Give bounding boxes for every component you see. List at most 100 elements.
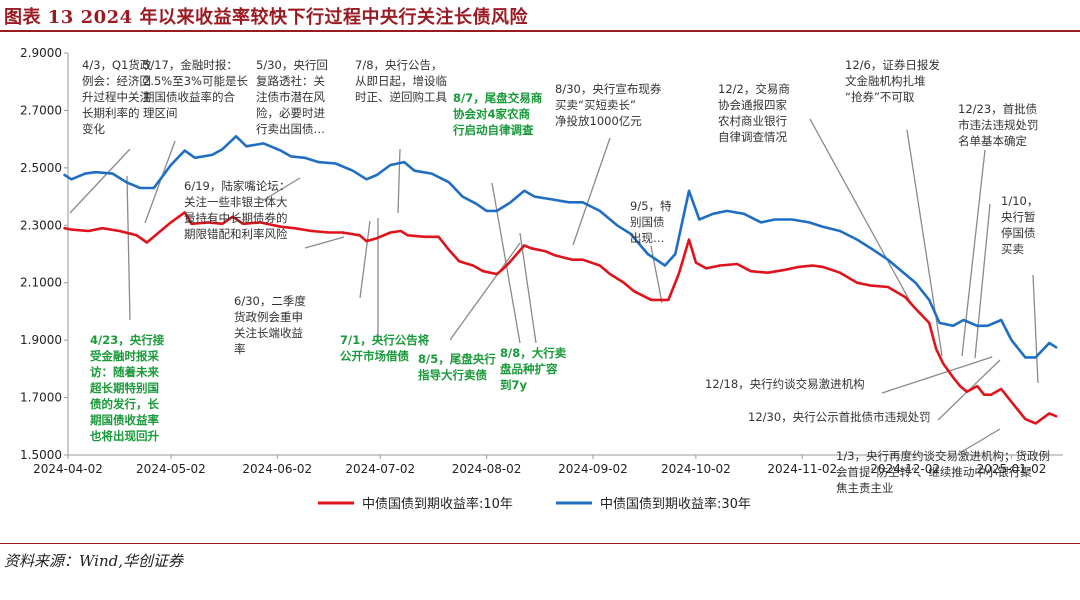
annotation-line: 12/2，交易商 <box>718 82 790 96</box>
source-note: 资料来源：Wind,华创证券 <box>4 552 183 570</box>
annotation-leader-line <box>144 140 176 224</box>
annotation-line: 央行暂 <box>1001 210 1036 224</box>
annotation-line: 净投放1000亿元 <box>555 114 642 128</box>
annotation-leader-line <box>881 356 993 394</box>
annotation-leader-line <box>974 203 991 359</box>
annotation-leader-line <box>126 175 131 321</box>
x-tick-label: 2024-07-02 <box>345 462 415 476</box>
series-line-30y <box>63 135 1058 359</box>
annotation-a5: 8/7，尾盘交易商协会对4家农商行启动自律调查 <box>452 91 543 137</box>
annotation-line: 行启动自律调查 <box>452 123 534 137</box>
annotation-leader-line <box>261 177 301 202</box>
annotation-line: 4/23，央行接 <box>90 333 165 347</box>
legend-label-10y: 中债国债到期收益率:10年 <box>362 496 513 512</box>
annotation-line: 协会通报四家 <box>718 98 787 112</box>
y-tick-label: 1.9000 <box>20 333 62 347</box>
annotation-line: 8/30，央行宣布现券 <box>555 82 662 96</box>
y-tick-label: 2.1000 <box>20 276 62 290</box>
annotation-line: 理区间 <box>143 106 178 120</box>
annotation-leader-line <box>906 129 943 357</box>
annotation-leader-line <box>69 148 131 214</box>
series-layer <box>63 135 1058 425</box>
annotation-line: 期国债收益率 <box>90 413 159 427</box>
x-tick-label: 2024-10-02 <box>661 462 731 476</box>
annotation-a9: 12/23，首批债市违法违规处罚名单基本确定 <box>958 102 1039 148</box>
annotation-line: 债的发行，长 <box>90 397 159 411</box>
x-tick-label: 2024-05-02 <box>136 462 206 476</box>
annotation-line: 8/7，尾盘交易商 <box>453 91 543 105</box>
annotation-leader-line <box>359 220 371 299</box>
x-tick-label: 2024-09-02 <box>558 462 628 476</box>
annotation-line: 6/19，陆家嘴论坛： <box>184 179 290 193</box>
annotation-line: 文金融机构扎堆 <box>845 74 926 88</box>
annotation-line: 1/3，央行再度约谈交易激进机构；货政例 <box>836 449 1050 463</box>
annotation-line: 2.5%至3%可能是长 <box>143 74 248 88</box>
annotation-line: 公开市场借债 <box>340 349 409 363</box>
annotation-line: 买卖“买短卖长” <box>555 98 636 112</box>
annotation-line: 变化 <box>82 122 105 136</box>
y-tick-label: 2.5000 <box>20 161 62 175</box>
annotation-line: 5/17，金融时报： <box>143 58 238 72</box>
annotation-line: 停国债 <box>1001 226 1036 240</box>
annotation-a19: 12/30，央行公示首批债市违规处罚 <box>748 410 931 424</box>
annotation-leader-line <box>957 428 1001 455</box>
annotation-leader-line <box>572 137 611 246</box>
annotation-line: 7/8，央行公告， <box>355 58 443 72</box>
annotation-line: 12/30，央行公示首批债市违规处罚 <box>748 410 931 424</box>
annotation-a16: 8/5，尾盘央行指导大行卖债 <box>418 352 496 382</box>
annotation-line: 复路透社：关 <box>256 74 325 88</box>
annotation-line: 盘品种扩容 <box>500 362 558 376</box>
annotation-a14: 6/30，二季度货政例会重申关注长端收益率 <box>234 294 306 356</box>
x-tick-label: 2024-11-02 <box>767 462 837 476</box>
annotation-leader-line <box>304 236 345 249</box>
annotation-line: 会首提“防空转”、继续推动中小银行聚 <box>836 465 1032 479</box>
footer-divider <box>0 543 1080 544</box>
annotation-line: 升过程中关注 <box>82 90 151 104</box>
y-tick-label: 1.7000 <box>20 391 62 405</box>
annotation-a3: 5/30，央行回复路透社：关注债市潜在风险，必要时进行卖出国债… <box>256 58 328 136</box>
annotation-line: 8/8，大行卖 <box>500 346 567 360</box>
annotation-line: 自律调查情况 <box>718 130 787 144</box>
annotation-line: 指导大行卖债 <box>418 368 487 382</box>
annotation-line: 关注一些非银主体大 <box>184 195 288 209</box>
annotation-line: 例会：经济回 <box>82 74 151 88</box>
annotation-line: 市违法违规处罚 <box>958 118 1039 132</box>
annotation-line: 也将出现回升 <box>90 429 159 443</box>
annotation-leader-line <box>809 118 913 306</box>
annotation-line: 量持有中长期债券的 <box>184 211 288 225</box>
annotation-line: 1/10， <box>1001 194 1038 208</box>
annotation-line: 6/30，二季度 <box>234 294 306 308</box>
figure-title: 图表 13 2024 年以来收益率较快下行过程中央行关注长债风险 <box>4 7 528 28</box>
annotation-line: 长期利率的 <box>82 106 140 120</box>
annotation-line: 买卖 <box>1001 242 1024 256</box>
annotation-a13: 4/23，央行接受金融时报采访：随着未来超长期特别国债的发行，长期国债收益率也将… <box>89 333 165 443</box>
annotation-line: 8/5，尾盘央行 <box>418 352 496 366</box>
annotation-a4: 7/8，央行公告， 从即日起，增设临时正、逆回购工具 <box>355 58 447 104</box>
annotation-a10: 6/19，陆家嘴论坛： 关注一些非银主体大量持有中长期债券的期限错配和利率风险 <box>184 179 290 241</box>
annotation-line: 12/23，首批债 <box>958 102 1037 116</box>
annotation-line: 协会对4家农商 <box>453 107 531 121</box>
annotation-leader-line <box>650 245 663 304</box>
annotation-line: 关注长端收益 <box>234 326 303 340</box>
series-line-10y <box>63 211 1058 425</box>
annotation-line: 访：随着未来 <box>90 365 159 379</box>
annotation-a12: 1/10， 央行暂停国债买卖 <box>1001 194 1038 256</box>
x-tick-label: 2024-12-02 <box>870 462 940 476</box>
annotation-leader-line <box>491 182 521 344</box>
annotation-line: 4/3，Q1货政 <box>82 58 152 72</box>
axes-layer: 1.5000 1.7000 1.9000 2.1000 2.3000 2.5000 2.70… <box>20 46 1063 476</box>
annotation-line: 到7y <box>500 378 528 392</box>
annotation-line: 从即日起，增设临 <box>355 74 447 88</box>
y-tick-label: 2.9000 <box>20 46 62 60</box>
annotation-line: 出现… <box>630 231 665 245</box>
annotation-line: 别国债 <box>630 215 665 229</box>
yield-line-chart: 1.5000 1.7000 1.9000 2.1000 2.3000 2.5000 2.70… <box>20 46 1063 512</box>
annotation-line: 受金融时报采 <box>90 349 159 363</box>
figure-header: 图表 13 2024 年以来收益率较快下行过程中央行关注长债风险 <box>0 0 1080 33</box>
annotations-layer: 4/3，Q1货政例会：经济回升过程中关注长期利率的变化 5/17，金融时报： 2.5… <box>82 58 1050 495</box>
annotation-a18: 12/18，央行约谈交易激进机构 <box>705 377 865 391</box>
annotation-leader-line <box>397 148 401 214</box>
annotation-leader-line <box>519 232 537 344</box>
x-tick-label: 2025-01-02 <box>977 462 1047 476</box>
annotation-line: “抢券”不可取 <box>845 90 915 104</box>
